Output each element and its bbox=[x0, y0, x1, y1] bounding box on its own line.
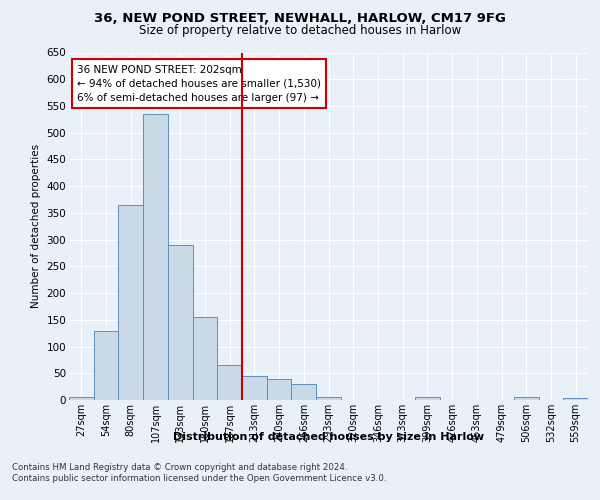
Bar bbox=[94, 330, 118, 400]
Bar bbox=[563, 398, 588, 400]
Bar bbox=[193, 317, 217, 400]
Bar bbox=[143, 114, 168, 400]
Text: 36 NEW POND STREET: 202sqm
← 94% of detached houses are smaller (1,530)
6% of se: 36 NEW POND STREET: 202sqm ← 94% of deta… bbox=[77, 64, 321, 102]
Bar bbox=[292, 384, 316, 400]
Y-axis label: Number of detached properties: Number of detached properties bbox=[31, 144, 41, 308]
Bar bbox=[168, 245, 193, 400]
Bar bbox=[217, 365, 242, 400]
Bar bbox=[242, 376, 267, 400]
Bar bbox=[415, 398, 440, 400]
Text: Distribution of detached houses by size in Harlow: Distribution of detached houses by size … bbox=[173, 432, 484, 442]
Text: Contains public sector information licensed under the Open Government Licence v3: Contains public sector information licen… bbox=[12, 474, 386, 483]
Bar bbox=[69, 398, 94, 400]
Bar bbox=[514, 398, 539, 400]
Bar bbox=[267, 378, 292, 400]
Bar bbox=[316, 398, 341, 400]
Text: Contains HM Land Registry data © Crown copyright and database right 2024.: Contains HM Land Registry data © Crown c… bbox=[12, 462, 347, 471]
Text: Size of property relative to detached houses in Harlow: Size of property relative to detached ho… bbox=[139, 24, 461, 37]
Bar bbox=[118, 205, 143, 400]
Text: 36, NEW POND STREET, NEWHALL, HARLOW, CM17 9FG: 36, NEW POND STREET, NEWHALL, HARLOW, CM… bbox=[94, 12, 506, 26]
